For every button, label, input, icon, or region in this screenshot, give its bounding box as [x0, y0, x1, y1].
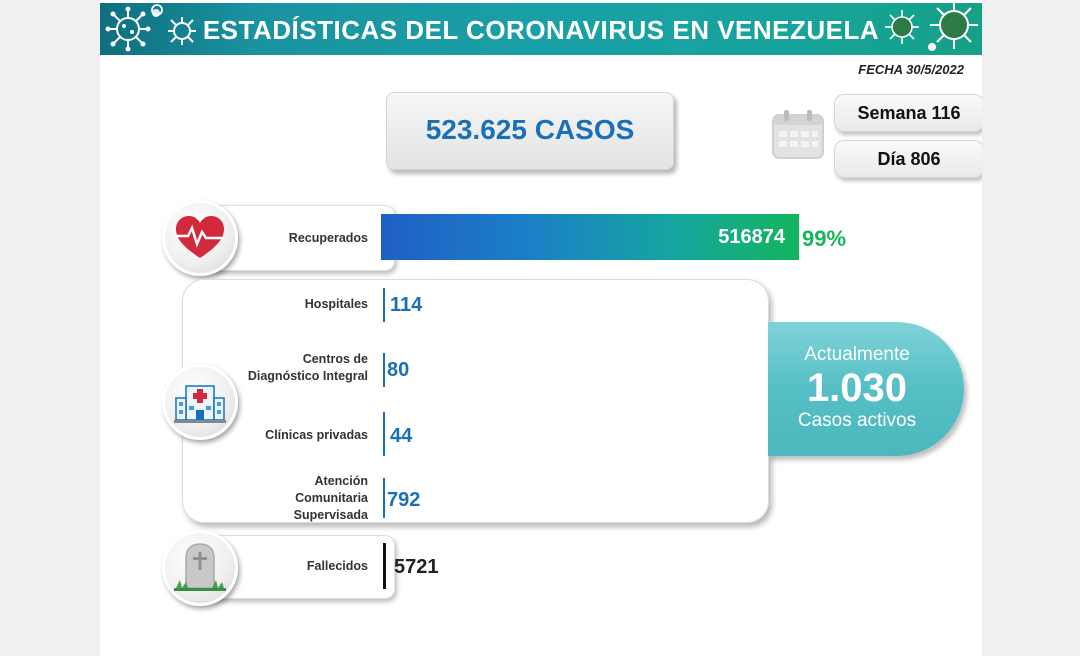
care-row-value: 80	[387, 359, 410, 381]
virus-icon	[885, 10, 919, 44]
active-cases-bubble: Actualmente 1.030 Casos activos	[768, 322, 964, 456]
hospital-icon	[174, 385, 226, 423]
virus-icon	[151, 4, 163, 16]
recovered-percent: 99%	[802, 226, 847, 251]
care-locations-panel	[182, 279, 769, 523]
gravestone-icon	[174, 543, 226, 591]
care-row-value: 114	[390, 294, 423, 316]
deceased-label: Fallecidos	[306, 559, 368, 573]
virus-icon	[928, 1, 978, 51]
calendar-icon	[772, 110, 824, 159]
deceased-icon-circle	[162, 530, 238, 606]
care-row-value: 44	[390, 425, 413, 447]
date-label: FECHA 30/5/2022	[858, 62, 964, 77]
deceased-value: 5721	[394, 556, 439, 578]
page-title: ESTADÍSTICAS DEL CORONAVIRUS EN VENEZUEL…	[202, 15, 880, 45]
total-cases-box: 523.625 CASOS	[386, 92, 674, 170]
day-badge: Día 806	[834, 140, 982, 178]
total-cases-value: 523.625 CASOS	[425, 114, 635, 145]
active-cases-caption-top: Actualmente	[804, 344, 910, 365]
care-row-label: Centros de Diagnóstico Integral	[247, 352, 368, 383]
virus-icon	[168, 17, 196, 45]
header-banner: ESTADÍSTICAS DEL CORONAVIRUS EN VENEZUEL…	[100, 1, 982, 55]
virus-icon	[105, 6, 160, 52]
care-row-label: Hospitales	[304, 297, 368, 311]
active-cases-caption-bottom: Casos activos	[797, 410, 917, 431]
care-row-marker	[383, 353, 385, 387]
week-badge: Semana 116	[834, 94, 982, 132]
care-row-value: 792	[387, 489, 421, 511]
heart-icon	[176, 216, 224, 258]
recovered-label: Recuperados	[288, 231, 368, 245]
deceased-marker	[383, 543, 386, 589]
care-row-marker	[383, 412, 385, 456]
care-row-marker	[383, 478, 385, 518]
care-row-marker	[383, 288, 385, 322]
active-cases-value: 1.030	[806, 366, 908, 410]
recovered-value: 516874	[718, 226, 785, 248]
recovered-icon-circle	[162, 200, 238, 276]
care-row-label: Clínicas privadas	[265, 428, 368, 442]
care-row-label: Atención Comunitaria Supervisada	[293, 474, 368, 522]
hospital-icon-circle	[162, 364, 238, 440]
infographic-page: ESTADÍSTICAS DEL CORONAVIRUS EN VENEZUEL…	[100, 0, 982, 656]
recovered-bar: 516874	[381, 214, 799, 260]
